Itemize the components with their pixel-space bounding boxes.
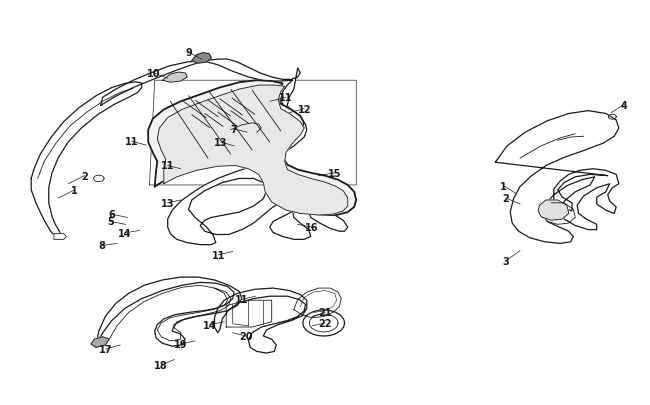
Text: 18: 18	[155, 360, 168, 370]
Text: 1: 1	[72, 185, 78, 195]
Polygon shape	[157, 86, 348, 215]
Text: 13: 13	[214, 138, 227, 147]
Polygon shape	[54, 234, 66, 240]
Text: 6: 6	[109, 210, 115, 220]
Text: 22: 22	[318, 318, 332, 328]
Polygon shape	[91, 337, 109, 347]
Text: 20: 20	[239, 331, 252, 341]
Text: 3: 3	[502, 256, 509, 266]
Text: 4: 4	[621, 100, 627, 110]
Polygon shape	[96, 277, 242, 346]
Polygon shape	[148, 81, 356, 215]
Text: 11: 11	[161, 161, 174, 171]
Polygon shape	[538, 200, 569, 221]
Text: 14: 14	[203, 320, 216, 330]
Text: 10: 10	[148, 69, 161, 79]
Text: 11: 11	[125, 137, 138, 147]
Text: 13: 13	[161, 198, 174, 208]
Text: 7: 7	[231, 125, 237, 134]
Text: 14: 14	[118, 228, 131, 238]
Text: 12: 12	[298, 104, 311, 114]
Polygon shape	[101, 60, 350, 245]
Text: 8: 8	[99, 241, 105, 251]
Text: 11: 11	[235, 295, 248, 305]
Text: 19: 19	[174, 339, 187, 349]
Text: 2: 2	[502, 194, 509, 203]
Text: 11: 11	[280, 93, 292, 103]
Text: 15: 15	[328, 168, 341, 178]
Polygon shape	[303, 310, 345, 336]
Text: 5: 5	[107, 217, 114, 227]
Polygon shape	[192, 53, 211, 64]
Polygon shape	[294, 288, 341, 318]
Text: 21: 21	[318, 308, 332, 318]
Text: 1: 1	[500, 181, 507, 191]
Polygon shape	[31, 83, 142, 237]
Polygon shape	[214, 288, 307, 353]
Text: 17: 17	[99, 344, 112, 354]
Text: 9: 9	[185, 48, 192, 58]
Text: 16: 16	[306, 223, 318, 232]
Text: 2: 2	[81, 171, 88, 181]
Polygon shape	[162, 73, 187, 83]
Text: 11: 11	[212, 250, 225, 260]
Polygon shape	[495, 111, 619, 244]
